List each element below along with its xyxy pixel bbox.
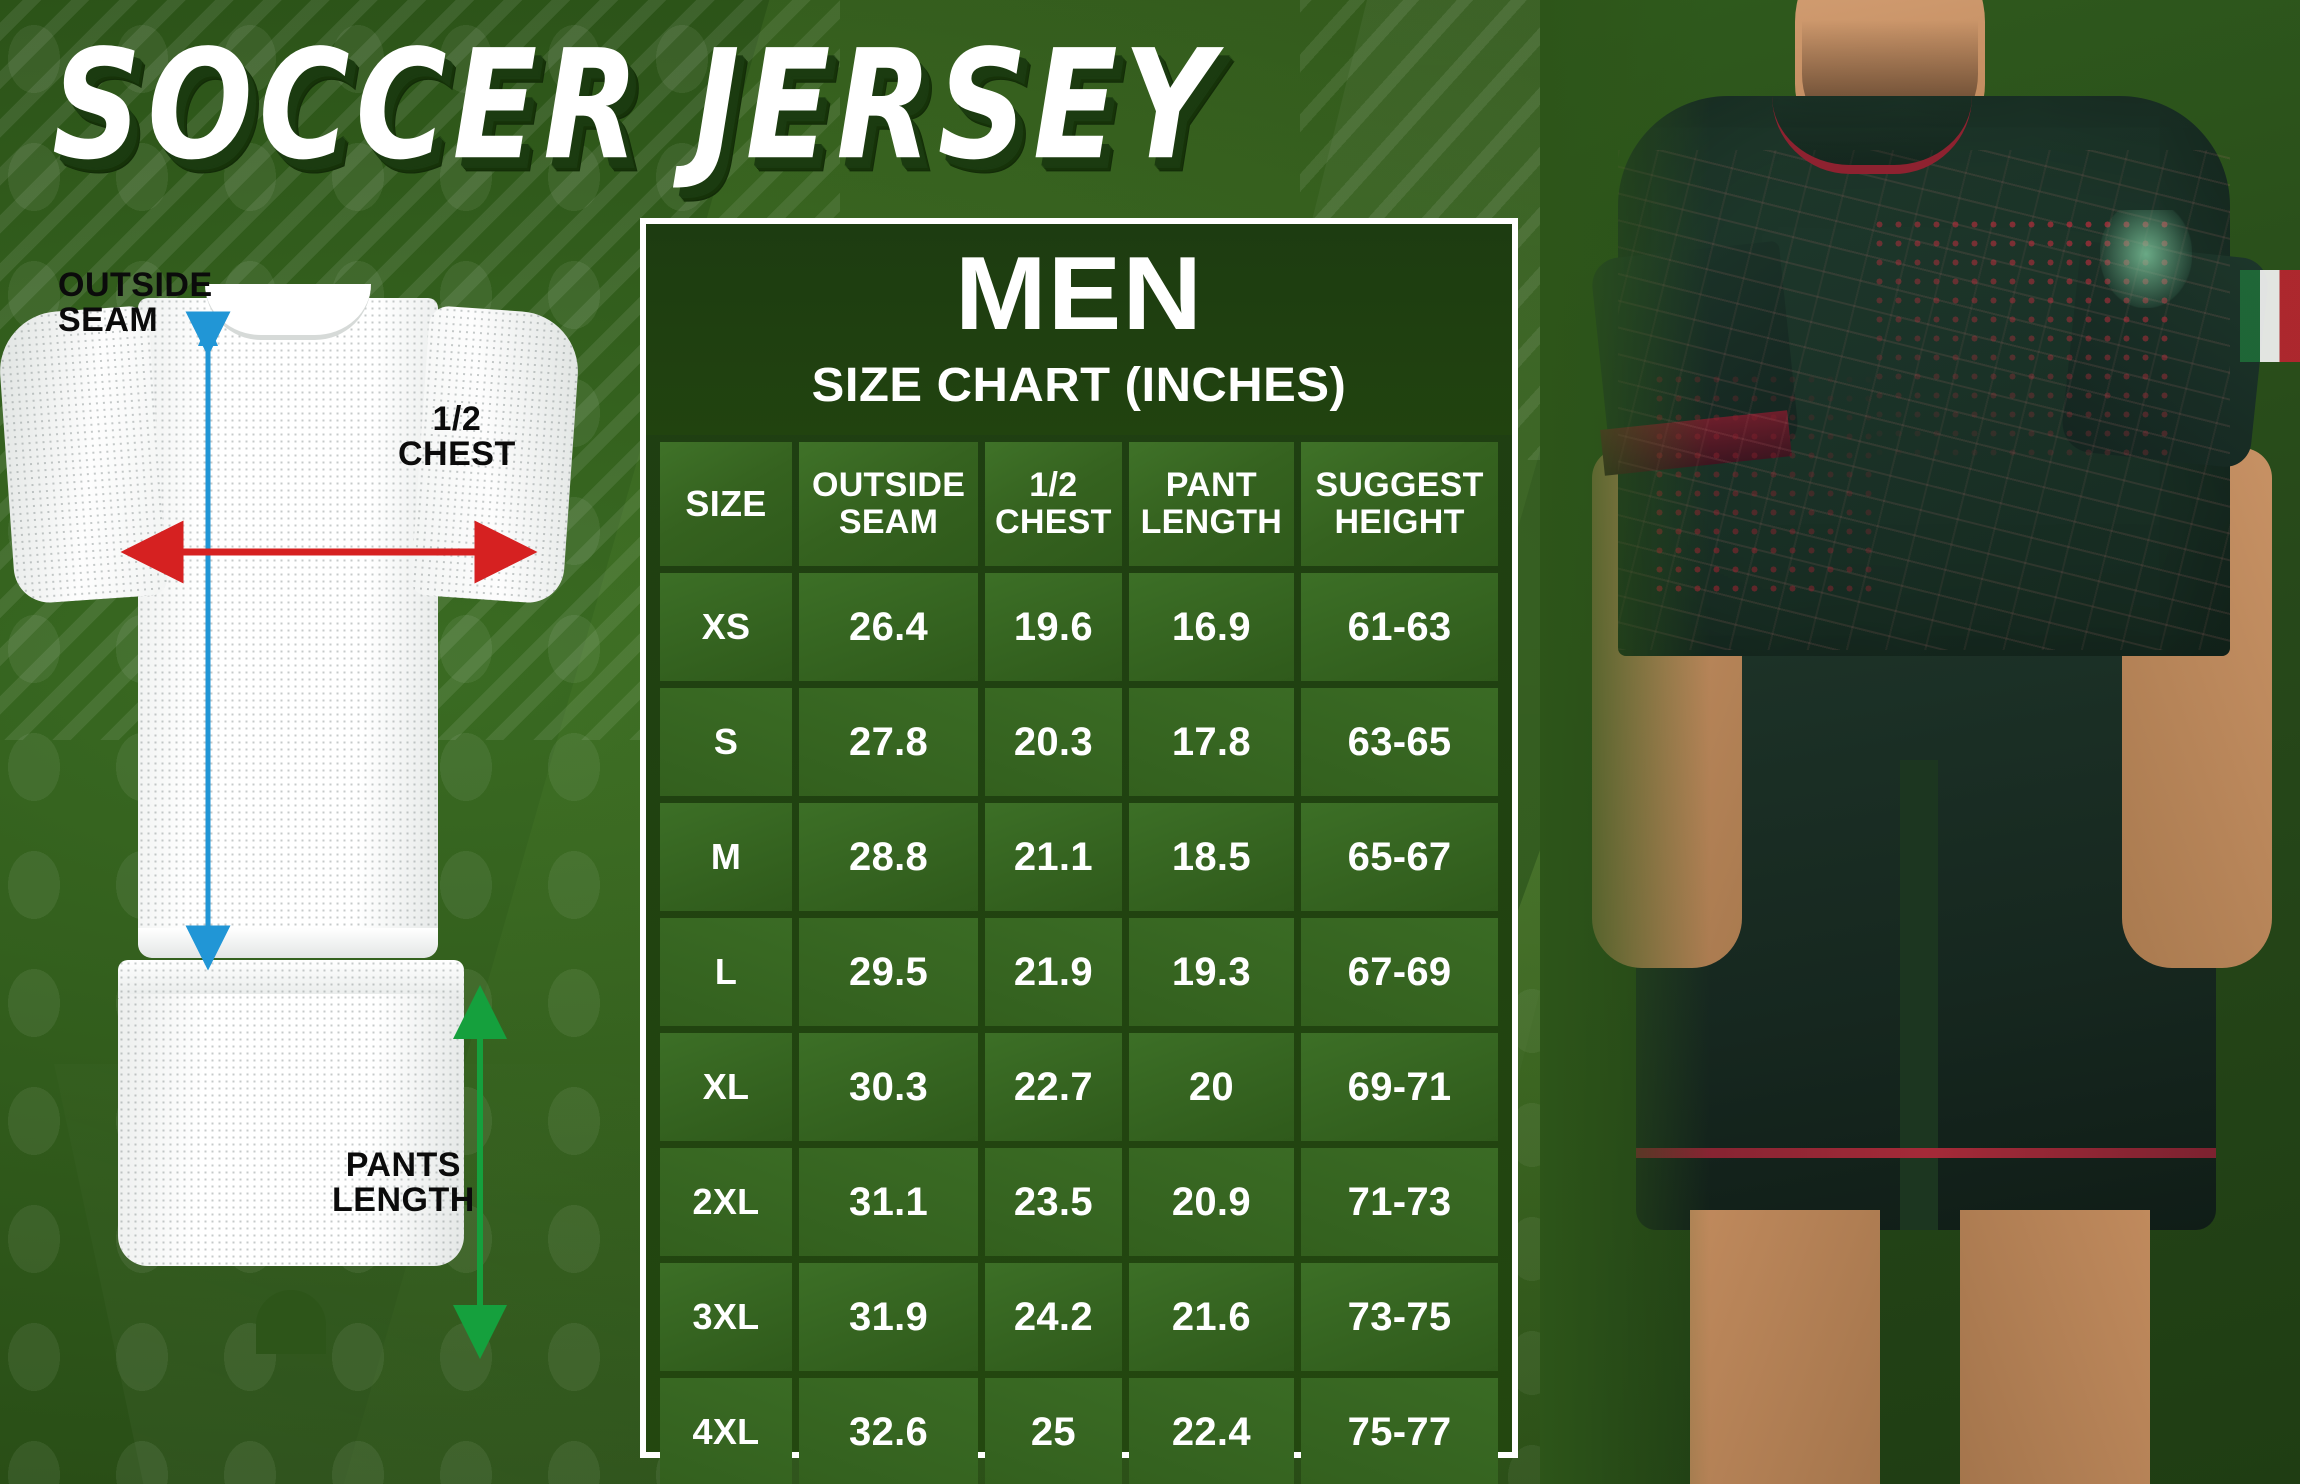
outside-seam-label: OUTSIDE SEAM: [58, 266, 213, 340]
measurement-arrows-overlay: [120, 311, 538, 1359]
size-cell: 2XL: [660, 1148, 792, 1256]
size-chart-tbody: XS 26.4 19.6 16.9 61-63 S 27.8 20.3 17.8 63-65 M 28…: [660, 573, 1498, 1484]
model-shorts-stripe: [1636, 1148, 2216, 1158]
table-row: 2XL 31.1 23.5 20.9 71-73: [660, 1148, 1498, 1256]
value-cell-half-chest: 21.9: [985, 918, 1122, 1026]
value-cell-half-chest: 21.1: [985, 803, 1122, 911]
table-row: XS 26.4 19.6 16.9 61-63: [660, 573, 1498, 681]
size-chart-title: MEN: [954, 236, 1204, 352]
table-row: S 27.8 20.3 17.8 63-65: [660, 688, 1498, 796]
column-header-line: PANT: [1165, 466, 1257, 505]
size-cell: 3XL: [660, 1263, 792, 1371]
value-cell-pant-length: 19.3: [1128, 918, 1295, 1026]
value-cell-outside-seam: 28.8: [799, 803, 979, 911]
model-leg-left: [1690, 1210, 1880, 1484]
table-row: L 29.5 21.9 19.3 67-69: [660, 918, 1498, 1026]
value-cell-pant-length: 21.6: [1128, 1263, 1295, 1371]
value-cell-outside-seam: 27.8: [799, 688, 979, 796]
label-pants-length-line2: LENGTH: [332, 1181, 475, 1220]
column-header-line: LENGTH: [1140, 503, 1283, 541]
size-chart-subtitle: SIZE CHART (INCHES): [811, 359, 1347, 412]
size-cell: 4XL: [660, 1378, 792, 1484]
value-cell-outside-seam: 26.4: [799, 573, 979, 681]
column-header-line: SEAM: [838, 503, 939, 541]
value-cell-outside-seam: 31.9: [799, 1263, 979, 1371]
model-shorts-inseam: [1900, 760, 1938, 1230]
size-cell: S: [660, 688, 792, 796]
table-row: M 28.8 21.1 18.5 65-67: [660, 803, 1498, 911]
value-cell-half-chest: 22.7: [985, 1033, 1122, 1141]
column-header-line: 1/2: [1029, 466, 1078, 505]
column-header-line: SIZE: [685, 482, 767, 524]
value-cell-outside-seam: 30.3: [799, 1033, 979, 1141]
size-chart-table: SIZE OUTSIDE SEAM 1/2 CHEST PANT LENGTH SUGGEST…: [646, 435, 1512, 1484]
value-cell-suggest-height: 67-69: [1301, 918, 1498, 1026]
column-header-line: OUTSIDE: [811, 466, 966, 505]
value-cell-suggest-height: 63-65: [1301, 688, 1498, 796]
value-cell-suggest-height: 73-75: [1301, 1263, 1498, 1371]
model-edge-fade: [1540, 0, 1710, 1484]
value-cell-outside-seam: 29.5: [799, 918, 979, 1026]
label-outside-seam-line1: OUTSIDE: [58, 266, 213, 304]
value-cell-pant-length: 20: [1128, 1033, 1295, 1141]
column-header-1-2-chest: 1/2 CHEST: [985, 442, 1122, 566]
value-cell-outside-seam: 32.6: [799, 1378, 979, 1484]
crest-emblem-icon: [2100, 210, 2192, 308]
size-chart-header: MEN SIZE CHART (INCHES): [646, 224, 1512, 435]
value-cell-suggest-height: 75-77: [1301, 1378, 1498, 1484]
value-cell-half-chest: 19.6: [985, 573, 1122, 681]
pants-length-label: PANTS LENGTH: [332, 1146, 475, 1220]
label-outside-seam-line2: SEAM: [58, 301, 159, 340]
shorts-inseam-notch: [256, 1290, 326, 1354]
label-half-chest-line1: 1/2: [432, 400, 482, 438]
value-cell-pant-length: 17.8: [1128, 688, 1295, 796]
size-cell: L: [660, 918, 792, 1026]
value-cell-suggest-height: 65-67: [1301, 803, 1498, 911]
column-header-line: SUGGEST: [1315, 466, 1484, 505]
table-header-row: SIZE OUTSIDE SEAM 1/2 CHEST PANT LENGTH SUGGEST…: [660, 442, 1498, 566]
value-cell-suggest-height: 69-71: [1301, 1033, 1498, 1141]
column-header-size: SIZE: [660, 442, 792, 566]
column-header-suggest-height: SUGGEST HEIGHT: [1301, 442, 1498, 566]
size-cell: XS: [660, 573, 792, 681]
model-leg-right: [1960, 1210, 2150, 1484]
column-header-line: HEIGHT: [1334, 503, 1465, 541]
value-cell-suggest-height: 61-63: [1301, 573, 1498, 681]
value-cell-pant-length: 20.9: [1128, 1148, 1295, 1256]
size-chart-thead: SIZE OUTSIDE SEAM 1/2 CHEST PANT LENGTH SUGGEST…: [660, 442, 1498, 566]
model-photo: [1540, 0, 2300, 1484]
value-cell-pant-length: 22.4: [1128, 1378, 1295, 1484]
jersey-measurement-diagram: OUTSIDE SEAM 1/2 CHEST PANTS LENGTH: [0, 267, 640, 1460]
value-cell-half-chest: 25: [985, 1378, 1122, 1484]
table-row: 4XL 32.6 25 22.4 75-77: [660, 1378, 1498, 1484]
label-pants-length-line1: PANTS: [345, 1146, 461, 1184]
value-cell-half-chest: 23.5: [985, 1148, 1122, 1256]
flag-patch-icon: [2240, 270, 2300, 362]
value-cell-half-chest: 20.3: [985, 688, 1122, 796]
half-chest-label: 1/2 CHEST: [398, 400, 516, 474]
value-cell-pant-length: 18.5: [1128, 803, 1295, 911]
column-header-pant-length: PANT LENGTH: [1128, 442, 1295, 566]
jersey-collar: [205, 284, 371, 340]
table-row: 3XL 31.9 24.2 21.6 73-75: [660, 1263, 1498, 1371]
column-header-outside-seam: OUTSIDE SEAM: [799, 442, 979, 566]
table-row: XL 30.3 22.7 20 69-71: [660, 1033, 1498, 1141]
size-cell: M: [660, 803, 792, 911]
size-cell: XL: [660, 1033, 792, 1141]
value-cell-pant-length: 16.9: [1128, 573, 1295, 681]
size-chart-panel: MEN SIZE CHART (INCHES) SIZE OUTSIDE SEAM 1…: [640, 218, 1518, 1484]
value-cell-outside-seam: 31.1: [799, 1148, 979, 1256]
value-cell-half-chest: 24.2: [985, 1263, 1122, 1371]
column-header-line: CHEST: [995, 503, 1112, 541]
label-half-chest-line2: CHEST: [398, 435, 516, 474]
value-cell-suggest-height: 71-73: [1301, 1148, 1498, 1256]
page-title: SOCCER JERSEY: [52, 18, 1220, 194]
